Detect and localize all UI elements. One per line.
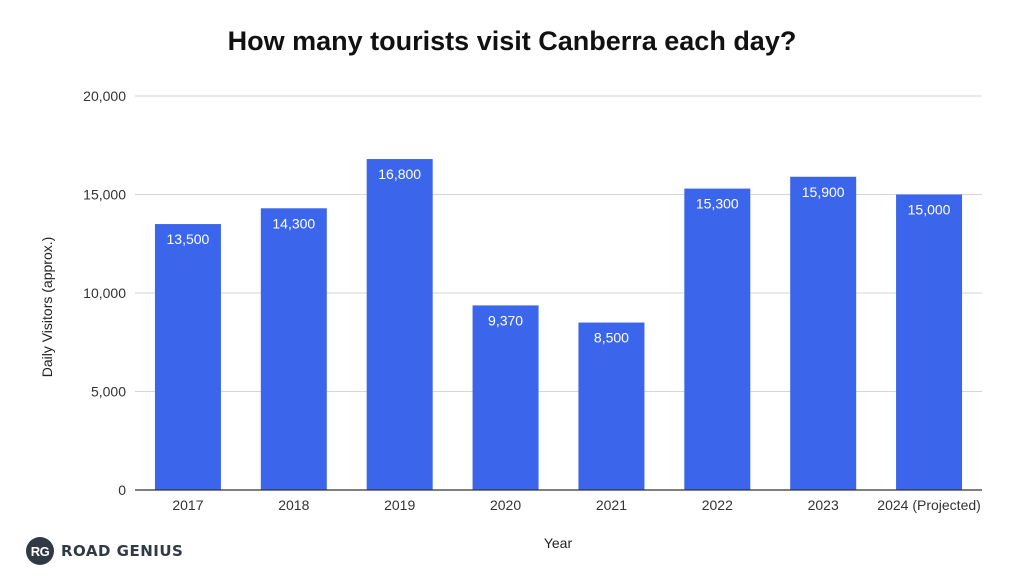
bar <box>896 194 963 490</box>
y-tick-label: 20,000 <box>83 88 126 104</box>
x-tick-label: 2021 <box>596 497 627 513</box>
bar-value-label: 9,370 <box>488 312 523 328</box>
bar-value-label: 16,800 <box>378 166 421 182</box>
y-tick-label: 0 <box>118 482 126 498</box>
x-tick-label: 2019 <box>384 497 415 513</box>
bar <box>260 208 327 491</box>
brand-logo: RG ROAD GENIUS <box>26 537 183 565</box>
y-tick-label: 10,000 <box>83 285 126 301</box>
x-tick-label: 2020 <box>490 497 521 513</box>
bar <box>790 176 857 490</box>
bar-value-label: 15,000 <box>908 202 951 218</box>
axes: 0 5,000 10,000 15,000 20,000 2017 2018 2019 2020… <box>83 88 982 513</box>
y-tick-label: 5,000 <box>91 384 126 400</box>
bar-value-label: 13,500 <box>167 231 210 247</box>
x-tick-label: 2022 <box>702 497 733 513</box>
brand-name: ROAD GENIUS <box>61 542 184 560</box>
x-tick-label: 2024 (Projected) <box>877 497 981 513</box>
brand-badge-icon: RG <box>26 537 54 565</box>
x-axis-title: Year <box>544 535 573 551</box>
y-tick-label: 15,000 <box>83 187 126 203</box>
chart-title: How many tourists visit Canberra each da… <box>227 26 797 56</box>
x-tick-label: 2023 <box>808 497 839 513</box>
bar-value-label: 15,900 <box>802 184 845 200</box>
bar <box>684 188 751 490</box>
bar-value-label: 8,500 <box>594 330 629 346</box>
bar-value-label: 15,300 <box>696 196 739 212</box>
y-axis-title: Daily Visitors (approx.) <box>39 237 55 378</box>
bar <box>154 224 221 491</box>
x-tick-label: 2017 <box>172 497 203 513</box>
bar <box>366 159 433 491</box>
bars: 13,500 14,300 16,800 9,370 8,500 15,300 15,900… <box>154 159 963 491</box>
x-tick-label: 2018 <box>278 497 309 513</box>
bar <box>472 305 539 490</box>
bar-value-label: 14,300 <box>272 215 315 231</box>
bar <box>578 322 645 490</box>
